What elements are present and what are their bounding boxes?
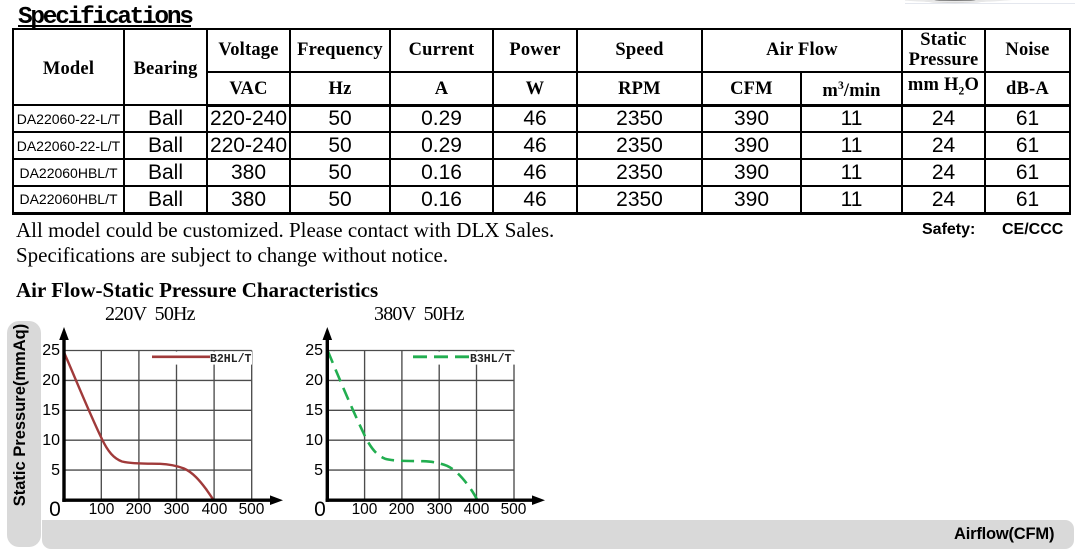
svg-text:B2HL/T: B2HL/T	[210, 353, 252, 366]
svg-text:B3HL/T: B3HL/T	[470, 353, 512, 366]
